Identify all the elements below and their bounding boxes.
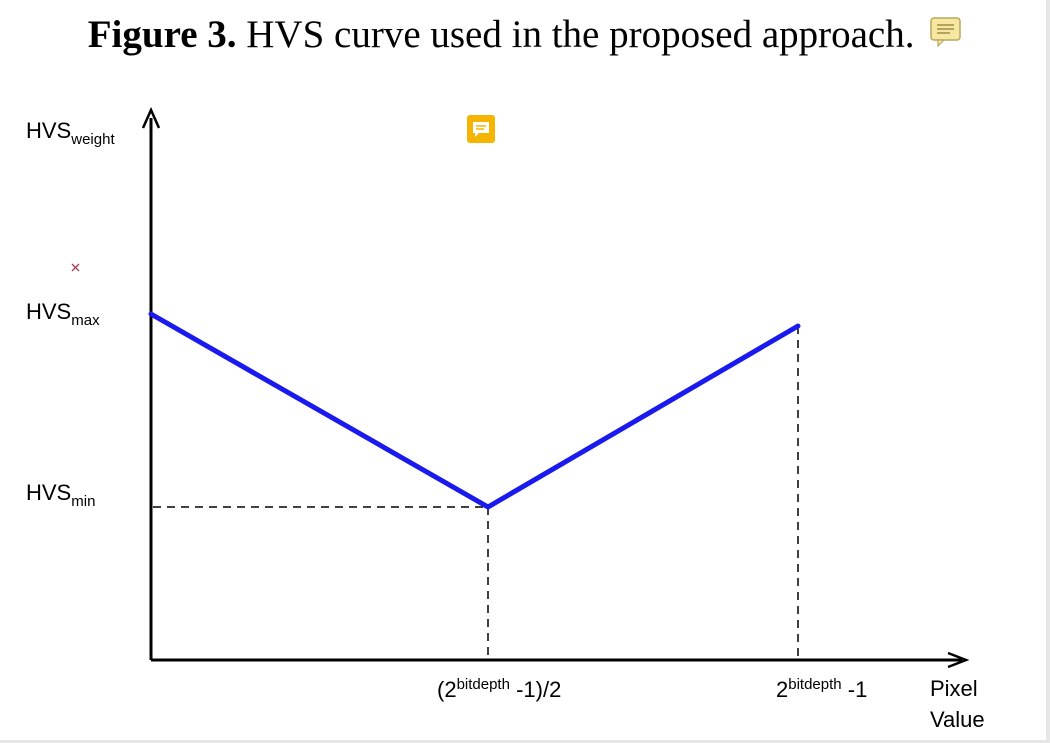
hvs-min-label: HVSmin xyxy=(26,480,96,510)
y-axis-label: HVSweight xyxy=(26,118,115,148)
x-axis-label-line2: Value xyxy=(930,707,985,732)
sticky-note-icon[interactable] xyxy=(930,12,962,57)
comment-icon[interactable] xyxy=(466,114,496,149)
caption-text: HVS curve used in the proposed approach. xyxy=(246,13,915,56)
curve-segment-left xyxy=(148,311,491,510)
x-axis-label: Pixel Value xyxy=(930,673,985,735)
caption-label: Figure 3. xyxy=(87,13,237,56)
y-axis-arrow xyxy=(141,106,161,129)
x-tick-end: 2bitdepth -1 xyxy=(776,676,868,702)
curve-segment-right xyxy=(485,323,801,510)
x-tick-mid: (2bitdepth -1)/2 xyxy=(437,676,562,702)
hvs-max-label: HVSmax xyxy=(26,299,100,329)
x-axis-arrow xyxy=(947,651,970,669)
figure-caption: Figure 3. HVS curve used in the proposed… xyxy=(0,12,1050,61)
close-mark-icon xyxy=(71,259,80,277)
x-axis-label-line1: Pixel xyxy=(930,676,978,701)
